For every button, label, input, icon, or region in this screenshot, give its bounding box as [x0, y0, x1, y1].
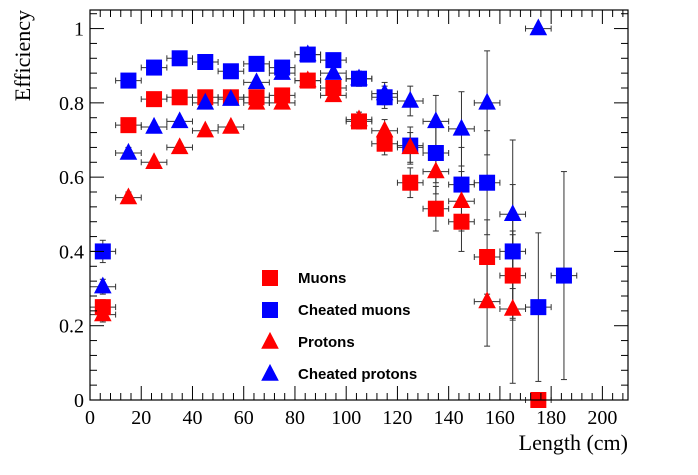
data-markers [94, 18, 572, 408]
cheated-muons-point [222, 63, 239, 80]
muons-point [146, 91, 163, 108]
muons-point [479, 249, 496, 265]
protons-point [273, 92, 291, 110]
protons-point [324, 85, 343, 103]
cheated-muons-point [479, 174, 496, 191]
protons-point [427, 161, 445, 179]
cheated-protons-point [529, 18, 548, 36]
protons-point [375, 120, 394, 138]
muons-point [376, 135, 393, 152]
protons-point [401, 137, 420, 155]
cheated-muons-point [248, 55, 265, 72]
cheated-protons-point [145, 116, 163, 134]
muons-point [120, 117, 137, 134]
protons-point [119, 187, 138, 205]
y-tick-label: 1 [74, 19, 84, 41]
x-tick-label: 160 [485, 407, 515, 429]
muons-point [402, 174, 419, 191]
legend-marker-protons [261, 331, 279, 349]
protons-point [503, 298, 522, 316]
cheated-protons-point [427, 111, 445, 129]
protons-point [298, 70, 317, 88]
cheated-protons-point [94, 276, 112, 294]
legend-label-cheated-protons: Cheated protons [298, 366, 417, 383]
muons-point [504, 267, 521, 284]
x-tick-label: 0 [85, 407, 95, 429]
cheated-protons-point [170, 111, 189, 129]
plot-frame [89, 9, 629, 401]
protons-point [452, 191, 471, 209]
y-axis-title: Efficiency [10, 10, 35, 101]
muons-point [453, 213, 470, 230]
x-tick-label: 60 [234, 407, 254, 429]
protons-point [350, 109, 368, 127]
legend-marker-cheated-muons [262, 302, 278, 318]
x-tick-label: 120 [382, 407, 412, 429]
legend-label-cheated-muons: Cheated muons [298, 302, 411, 319]
cheated-protons-point [350, 68, 368, 86]
y-tick-label: 0.8 [59, 93, 84, 115]
x-axis-title: Length (cm) [519, 430, 628, 455]
protons-point [247, 92, 266, 110]
x-tick-label: 80 [285, 407, 305, 429]
legend-label-muons: Muons [298, 270, 346, 287]
cheated-protons-point [452, 118, 471, 136]
cheated-muons-point [171, 50, 188, 67]
cheated-protons-point [298, 44, 317, 62]
cheated-protons-point [478, 92, 496, 110]
cheated-protons-point [222, 89, 240, 106]
cheated-protons-point [196, 92, 215, 110]
cheated-muons-point [120, 72, 137, 89]
muons-point [427, 200, 444, 217]
y-tick-label: 0.4 [59, 241, 84, 263]
legend: Muons Cheated muons Protons Cheated protons [261, 270, 417, 383]
x-tick-label: 180 [536, 407, 566, 429]
y-tick-label: 0 [74, 390, 84, 412]
protons-point [170, 137, 189, 155]
x-tick-label: 100 [331, 407, 361, 429]
cheated-muons-point [530, 299, 547, 316]
legend-label-protons: Protons [298, 334, 355, 351]
x-tick-label: 200 [587, 407, 617, 429]
cheated-protons-point [324, 63, 343, 80]
cheated-protons-point [503, 204, 522, 222]
cheated-muons-point [197, 54, 214, 70]
cheated-muons-point [325, 52, 342, 69]
protons-point [478, 291, 496, 309]
axes: 0 20 40 60 80 100 120 140 160 180 200 0 0.2 0.4 0.6 0.8… [59, 10, 628, 429]
muons-point [171, 89, 188, 106]
protons-point [196, 120, 215, 138]
legend-marker-muons [262, 270, 278, 286]
cheated-protons-point [247, 72, 266, 90]
cheated-muons-point [427, 145, 444, 161]
protons-point [145, 152, 163, 170]
cheated-protons-point [273, 63, 291, 80]
cheated-muons-point [504, 243, 521, 260]
cheated-protons-point [119, 142, 138, 160]
x-tick-label: 140 [434, 407, 464, 429]
protons-point [222, 116, 240, 134]
cheated-muons-point [453, 176, 470, 193]
x-tick-label: 20 [131, 407, 151, 429]
cheated-protons-point [401, 90, 420, 108]
y-tick-label: 0.6 [59, 167, 84, 189]
cheated-muons-point [146, 59, 163, 76]
legend-marker-cheated-protons [261, 363, 279, 381]
protons-point [94, 304, 112, 322]
cheated-muons-point [555, 267, 572, 284]
cheated-protons-point [375, 83, 394, 101]
x-tick-label: 40 [182, 407, 202, 429]
y-tick-label: 0.2 [59, 316, 84, 338]
